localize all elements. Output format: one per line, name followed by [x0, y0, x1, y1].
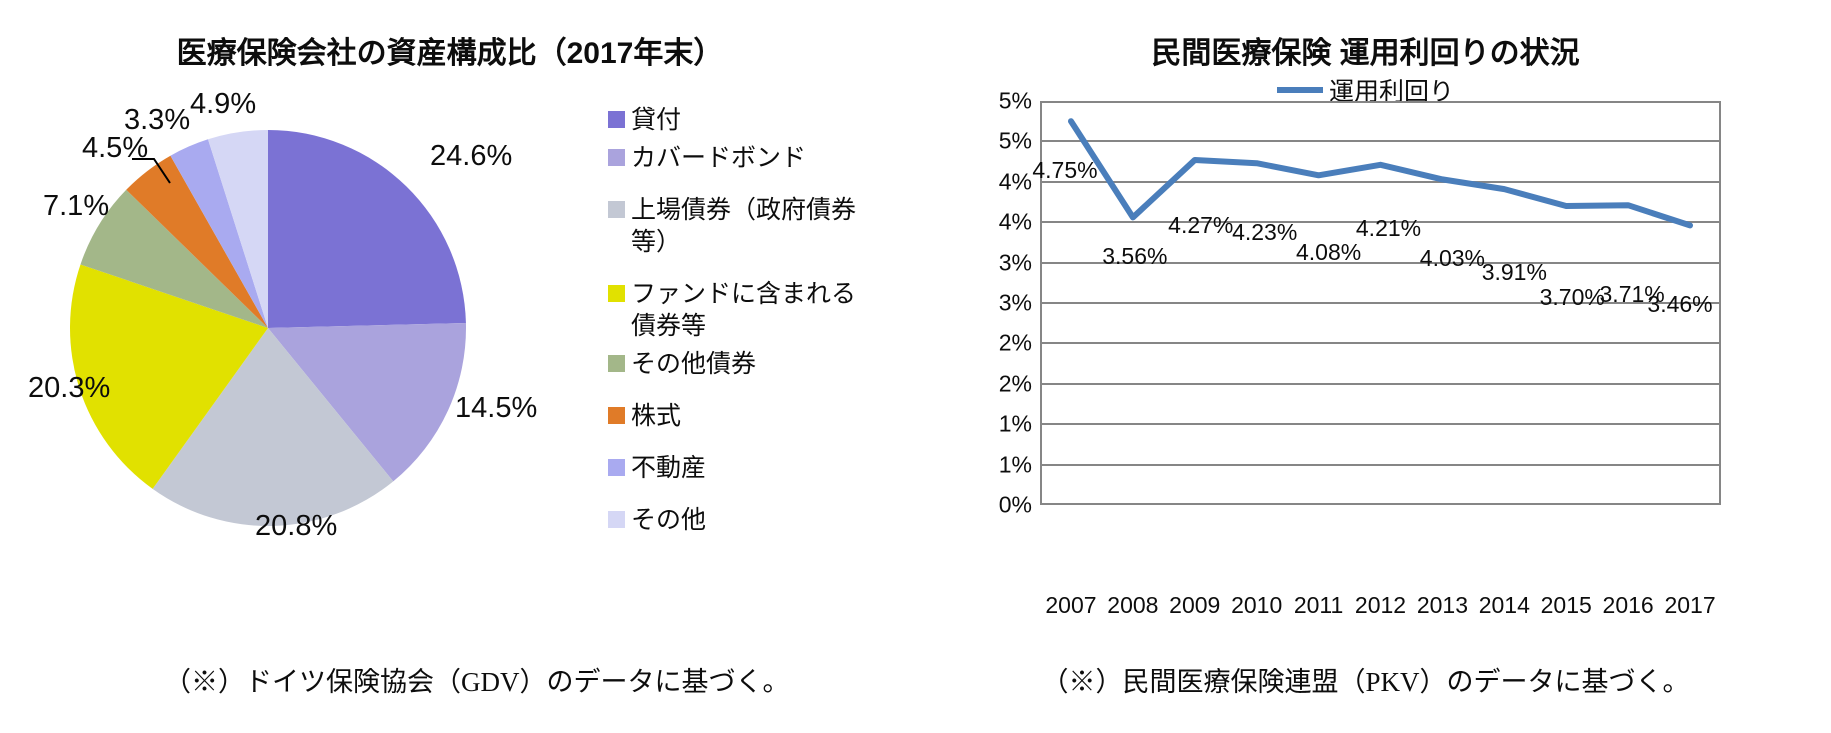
x-axis-tick-label: 2015: [1540, 592, 1592, 618]
y-axis-tick-label: 3%: [998, 249, 1032, 276]
pie-legend-item-label: その他: [631, 506, 707, 534]
gridline: [1040, 423, 1721, 426]
line-data-label: 3.71%: [1599, 281, 1665, 308]
x-axis-tick-label: 2010: [1231, 592, 1283, 618]
pie-footnote: （※）ドイツ保険協会（GDV）のデータに基づく。: [164, 667, 790, 697]
line-chart-panel: 民間医療保険 運用利回りの状況 運用利回り 5% 5% 4% 4% 3% 3% 2% 2% 1%…: [900, 0, 1831, 733]
pie-legend-item-label: カバードボンド: [631, 144, 807, 172]
gridline: [1040, 463, 1721, 466]
line-data-label: 3.56%: [1102, 243, 1168, 270]
pie-slice-value-label: 20.8%: [255, 510, 338, 542]
pie-slice: [268, 130, 466, 328]
line-plot-area: [1040, 101, 1721, 505]
y-axis-tick-label: 2%: [998, 329, 1032, 356]
gridline: [1040, 302, 1721, 304]
legend-swatch-icon: [608, 511, 625, 528]
legend-swatch-icon: [608, 407, 625, 424]
line-chart-title: 民間医療保険 運用利回りの状況: [1151, 37, 1580, 70]
pie-chart-graphic: [68, 128, 468, 528]
pie-slice-value-label: 14.5%: [455, 392, 538, 424]
line-data-label: 4.23%: [1232, 219, 1298, 246]
pie-legend-item-label: 株式: [631, 402, 682, 430]
pie-legend-item[interactable]: その他債券: [608, 348, 878, 380]
pie-slice: [70, 264, 268, 489]
pie-legend-item-label: 上場債券（政府債券等）: [631, 196, 857, 256]
pie-svg: [70, 130, 466, 526]
legend-swatch-icon: [608, 111, 625, 128]
y-axis-tick-label: 5%: [998, 127, 1032, 154]
pie-slice: [170, 139, 268, 328]
pie-slice-value-label: 3.3%: [124, 104, 191, 136]
line-legend-swatch-icon: [1276, 87, 1323, 93]
pie-legend-item-label: その他債券: [631, 350, 757, 378]
x-axis-tick-label: 2007: [1045, 592, 1097, 618]
y-axis-tick-label: 1%: [998, 410, 1032, 437]
pie-legend-item[interactable]: 上場債券（政府債券等）: [608, 194, 878, 258]
pie-legend-item[interactable]: 貸付: [608, 104, 878, 136]
pie-slice: [126, 155, 269, 328]
y-axis-tick-label: 0%: [998, 491, 1032, 518]
y-axis-tick-labels: 5% 5% 4% 4% 3% 3% 2% 2% 1% 1% 0%: [960, 88, 1032, 518]
x-axis-tick-label: 2009: [1169, 592, 1221, 618]
x-axis-tick-label: 2011: [1293, 592, 1344, 618]
pie-legend-item-label: 不動産: [631, 454, 707, 482]
pie-slice-value-label: 20.3%: [28, 372, 111, 404]
x-axis-tick-label: 2012: [1354, 592, 1407, 618]
gridline: [1040, 382, 1721, 385]
y-axis-tick-label: 5%: [998, 87, 1032, 114]
line-data-label: 4.75%: [1032, 157, 1098, 184]
line-series-path: [1068, 118, 1693, 229]
gridline: [1040, 221, 1721, 224]
pie-slice: [80, 189, 268, 328]
pie-legend-item[interactable]: ファンドに含まれる債券等: [608, 278, 878, 342]
line-series-svg: [1068, 118, 1693, 229]
pie-slice-value-label: 24.6%: [430, 140, 513, 172]
y-axis-tick-label: 1%: [998, 451, 1032, 478]
pie-legend-item[interactable]: その他: [608, 504, 878, 536]
line-data-label: 3.70%: [1539, 284, 1605, 311]
pie-legend-item[interactable]: 株式: [608, 400, 878, 432]
legend-swatch-icon: [608, 201, 625, 218]
line-data-label: 3.46%: [1647, 291, 1713, 318]
pie-chart-title: 医療保険会社の資産構成比（2017年末）: [176, 37, 724, 70]
pie-slice: [152, 328, 394, 526]
legend-swatch-icon: [608, 285, 625, 302]
line-data-label: 4.27%: [1168, 211, 1234, 238]
gridline: [1040, 261, 1721, 264]
line-data-label: 3.91%: [1481, 259, 1547, 286]
gridline: [1040, 342, 1721, 345]
pie-legend-item[interactable]: 不動産: [608, 452, 878, 484]
pie-slice-value-label: 7.1%: [43, 190, 110, 222]
pie-legend-item-label: 貸付: [631, 106, 682, 134]
y-axis-tick-label: 4%: [998, 208, 1032, 235]
line-data-label: 4.03%: [1419, 245, 1486, 272]
pie-legend-item[interactable]: カバードボンド: [608, 142, 878, 174]
legend-swatch-icon: [608, 355, 625, 372]
x-axis-tick-label: 2014: [1478, 592, 1530, 618]
legend-swatch-icon: [608, 459, 625, 476]
x-axis-tick-label: 2013: [1416, 592, 1468, 618]
line-footnote: （※）民間医療保険連盟（PKV）のデータに基づく。: [1041, 667, 1690, 697]
pie-slice: [207, 130, 268, 328]
y-axis-tick-label: 2%: [998, 370, 1032, 397]
pie-legend: 貸付カバードボンド上場債券（政府債券等） ファンドに含まれる債券等その他債券株式不…: [608, 104, 878, 542]
x-axis-tick-label: 2016: [1602, 592, 1654, 618]
y-axis-tick-label: 3%: [998, 289, 1032, 316]
line-data-label: 4.21%: [1355, 214, 1422, 241]
line-data-label: 4.08%: [1295, 239, 1362, 266]
y-axis-tick-label: 4%: [998, 168, 1032, 195]
pie-leader-line: [132, 158, 171, 184]
gridline: [1040, 140, 1721, 143]
pie-slice-value-label: 4.9%: [190, 88, 257, 120]
gridline: [1040, 180, 1721, 183]
x-axis-tick-labels: 2007 2008 2009 2010 2011 2012 2013 2014 2015 2016…: [1040, 592, 1721, 626]
pie-chart-panel: 医療保険会社の資産構成比（2017年末） 24.6% 14.5% 20.8% 20.3…: [0, 0, 900, 733]
legend-swatch-icon: [608, 149, 625, 166]
pie-legend-item-label: ファンドに含まれる債券等: [631, 280, 857, 340]
x-axis-tick-label: 2008: [1107, 592, 1159, 618]
x-axis-tick-label: 2017: [1664, 592, 1716, 618]
pie-slice: [268, 323, 466, 482]
